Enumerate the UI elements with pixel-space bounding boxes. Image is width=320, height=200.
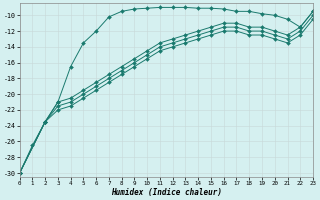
- X-axis label: Humidex (Indice chaleur): Humidex (Indice chaleur): [111, 188, 222, 197]
